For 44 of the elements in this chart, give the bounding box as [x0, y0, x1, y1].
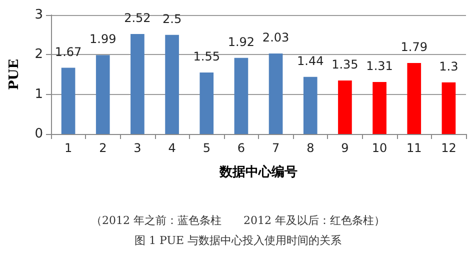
- bar: [338, 80, 352, 134]
- x-tick-label: 11: [406, 141, 422, 155]
- data-label: 1.67: [54, 44, 82, 59]
- y-tick-label: 0: [34, 126, 43, 142]
- bar: [61, 68, 76, 134]
- bar: [200, 72, 214, 134]
- data-label: 1.99: [90, 32, 116, 46]
- y-axis-title: PUE: [7, 58, 22, 90]
- x-tick-label: 4: [168, 141, 176, 155]
- y-tick-label: 2: [34, 47, 43, 62]
- y-tick-label: 3: [34, 8, 43, 22]
- x-tick-label: 3: [134, 141, 142, 155]
- bar: [303, 76, 318, 134]
- x-tick-label: 12: [441, 141, 456, 155]
- bar: [407, 62, 422, 134]
- data-label: 1.92: [228, 34, 255, 49]
- bar: [268, 53, 283, 134]
- x-tick-label: 8: [306, 141, 314, 155]
- x-tick-label: 10: [372, 141, 388, 155]
- data-label: 2.03: [262, 30, 290, 44]
- bar: [165, 34, 179, 134]
- x-tick-label: 5: [202, 141, 210, 155]
- x-tick-label: 1: [64, 141, 72, 155]
- bar: [372, 82, 386, 134]
- y-tick-label: 1: [34, 86, 43, 102]
- data-label: 2.52: [124, 11, 151, 26]
- bar: [442, 82, 456, 134]
- x-tick-label: 6: [237, 141, 246, 155]
- bar: [234, 58, 248, 134]
- data-label: 1.3: [439, 59, 458, 74]
- bar: [96, 55, 110, 134]
- text: （2012 年之前：蓝色条柱 2012 年及以后：红色条柱）: [91, 214, 385, 227]
- data-label: 1.44: [297, 54, 324, 68]
- data-label: 1.31: [366, 59, 393, 74]
- data-label: 1.55: [193, 50, 220, 64]
- data-label: 1.35: [332, 57, 358, 72]
- caption: 图 1 PUE 与数据中心投入使用时间的关系: [134, 234, 342, 247]
- data-label: 1.79: [400, 40, 428, 54]
- x-tick-label: 2: [99, 141, 107, 155]
- x-tick-label: 7: [272, 141, 280, 155]
- data-label: 2.5: [162, 12, 182, 26]
- x-tick-label: 9: [341, 141, 349, 155]
- bar: [130, 34, 144, 134]
- x-axis-title: 数据中心编号: [218, 164, 298, 180]
